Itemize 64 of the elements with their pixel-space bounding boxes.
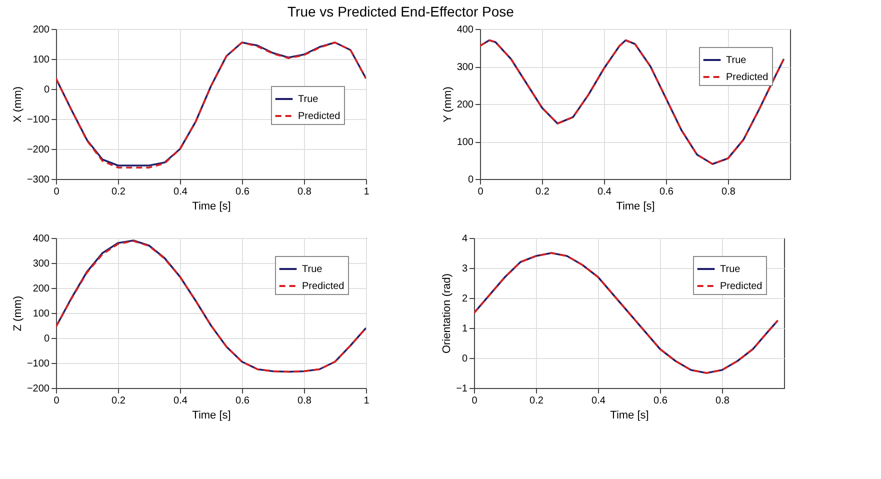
text: True vs Predicted End-Effector Pose [288,4,514,20]
y-tick-label: 400 [32,234,50,244]
line-series [480,39,785,165]
y-tick-label: 0 [44,84,50,96]
x-tick-label: 0.4 [174,396,188,406]
x-axis-title: Time [s] [616,200,655,212]
y-tick-label: −200 [26,144,50,156]
legend-label: True [302,264,323,275]
x-tick-label: 0.6 [236,186,250,198]
x-axis-title: Time [s] [610,410,649,422]
x-tick-label: 0.2 [112,396,126,406]
y-axis-title: X (mm) [12,86,24,123]
y-tick-label: −1 [456,384,468,394]
y-tick-label: 0 [44,334,50,344]
x-tick-label: 0.8 [298,396,312,406]
line-series [474,252,779,374]
y-tick-label: 100 [32,54,50,66]
y-tick-label: 200 [32,284,50,294]
x-tick-label: 0.4 [174,186,188,198]
legend-label: Predicted [298,111,340,122]
x-tick-label: 0.6 [660,186,674,198]
y-tick-label: 200 [32,24,50,36]
legend-label: Predicted [302,281,344,292]
legend-label: True [720,264,741,275]
y-axis-title: Y (mm) [442,86,454,122]
y-tick-label: 4 [462,234,468,244]
x-tick-label: 0.2 [536,186,550,198]
x-axis-title: Time [s] [192,410,231,422]
y-tick-label: 400 [456,24,474,36]
y-tick-label: 0 [468,174,474,186]
y-tick-label: 300 [456,62,474,73]
legend-label: Predicted [726,72,768,83]
y-tick-label: 3 [462,264,468,274]
y-tick-label: 2 [462,294,468,304]
x-tick-label: 0.8 [722,186,736,198]
legend-label: True [726,55,747,66]
x-tick-label: 0.8 [298,186,312,198]
x-tick-label: 0.4 [592,396,606,406]
x-tick-label: 0.6 [236,396,250,406]
y-tick-label: −100 [26,358,50,370]
y-tick-label: 100 [456,137,474,148]
legend-label: Predicted [720,281,762,292]
x-tick-label: 0 [478,186,484,198]
y-tick-label: 300 [32,258,50,270]
y-axis-title: Z (mm) [12,296,24,332]
y-tick-label: 1 [462,324,468,334]
x-tick-label: 1 [364,396,370,406]
x-tick-label: 0 [54,186,60,198]
y-tick-label: 0 [462,354,468,364]
x-tick-label: 0.6 [654,396,668,406]
x-tick-label: 0 [54,396,60,406]
y-tick-label: −200 [26,384,50,394]
y-tick-label: 100 [32,308,50,320]
y-tick-label: −300 [26,174,50,186]
x-axis-title: Time [s] [192,200,231,212]
legend-label: True [298,94,319,105]
x-tick-label: 0.2 [112,186,126,198]
y-tick-label: −100 [26,114,50,126]
x-tick-label: 0.4 [598,186,612,198]
x-tick-label: 0.2 [530,396,544,406]
y-axis-title: Orientation (rad) [441,273,454,354]
y-tick-label: 200 [456,100,474,110]
x-tick-label: 0.8 [716,396,730,406]
x-tick-label: 1 [364,186,370,198]
